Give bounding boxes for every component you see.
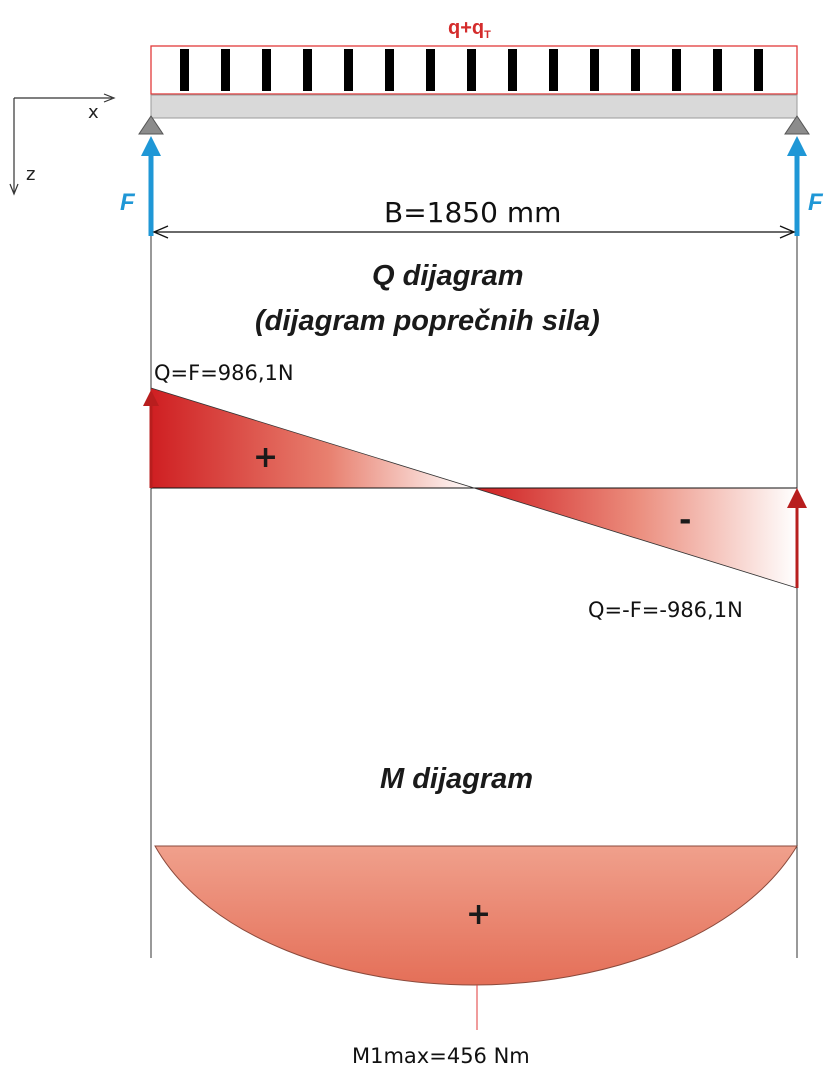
shear-positive-sign: + [253,440,278,475]
shear-negative-sign: - [679,503,691,538]
shear-diagram-title: Q dijagram [372,260,524,292]
shear-min-label: Q=-F=-986,1N [588,598,743,622]
left-reaction-arrow [141,136,161,236]
moment-positive-sign: + [466,897,491,932]
shear-line [150,387,798,589]
z-axis-label: z [26,164,35,185]
beam [150,94,798,119]
x-axis-label: x [88,102,99,123]
z-axis-arrowhead [9,183,19,196]
x-axis-arrowhead [103,93,116,103]
span-label: B=1850 mm [384,196,561,229]
load-hatch [180,49,763,91]
moment-diagram-title: M dijagram [380,763,533,795]
shear-right-arrow [787,488,807,588]
distributed-load: q+qT [150,17,798,95]
shear-max-label: Q=F=986,1N [154,361,294,385]
span-dimension [152,225,796,239]
coordinate-axes [9,93,116,196]
left-support-icon [138,115,164,135]
right-force-label: F [808,189,824,216]
left-force-label: F [120,189,136,216]
shear-diagram-subtitle: (dijagram poprečnih sila) [255,305,600,337]
shear-left-arrow [143,390,159,488]
right-reaction-arrow [787,136,807,236]
moment-max-label: M1max=456 Nm [352,1044,530,1068]
load-label: q+qT [448,17,491,41]
right-support-icon [784,115,810,135]
moment-area [154,845,798,986]
